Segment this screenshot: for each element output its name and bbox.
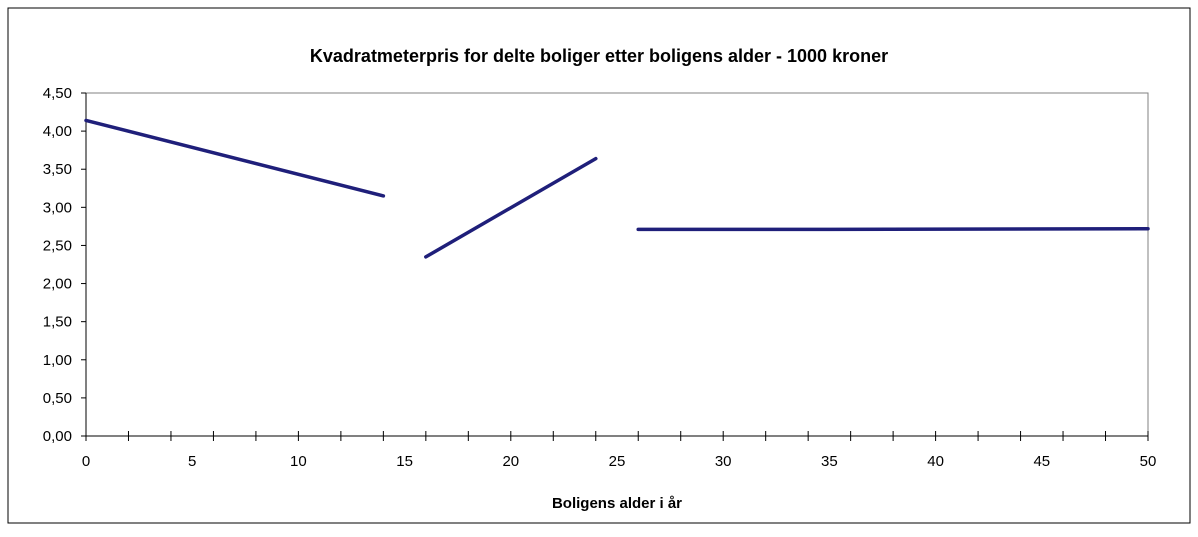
x-tick-label: 25: [609, 453, 626, 470]
y-tick-label: 4,00: [43, 123, 72, 140]
y-tick-label: 2,50: [43, 237, 72, 254]
x-tick-label: 50: [1140, 453, 1157, 470]
y-tick-label: 3,50: [43, 161, 72, 178]
x-tick-label: 35: [821, 453, 838, 470]
chart-frame: [7, 7, 1191, 524]
x-tick-label: 0: [82, 453, 90, 470]
y-tick-label: 1,50: [43, 314, 72, 331]
x-tick-label: 45: [1033, 453, 1050, 470]
x-tick-label: 30: [715, 453, 732, 470]
line-segment: [636, 226, 1150, 232]
y-tick-label: 2,00: [43, 276, 72, 293]
data-series: [84, 118, 1150, 259]
x-tick-label: 15: [396, 453, 413, 470]
x-axis-label: Boligens alder i år: [552, 495, 682, 512]
y-tick-label: 0,50: [43, 390, 72, 407]
x-tick-label: 10: [290, 453, 307, 470]
chart-title: Kvadratmeterpris for delte boliger etter…: [310, 46, 888, 66]
y-tick-label: 3,00: [43, 199, 72, 216]
x-axis: 0 5 10 15 20 25 30 35 40 45 50: [82, 431, 1157, 470]
x-tick-label: 5: [188, 453, 196, 470]
y-tick-label: 4,50: [43, 85, 72, 102]
x-tick-label: 20: [502, 453, 519, 470]
y-tick-label: 1,00: [43, 352, 72, 369]
y-tick-label: 0,00: [43, 428, 72, 445]
line-segment: [84, 118, 386, 198]
line-segment: [424, 156, 598, 259]
y-axis: 0,00 0,50 1,00 1,50 2,00 2,50 3,00 3,50 4,00 4,50: [43, 85, 87, 445]
x-tick-label: 40: [927, 453, 944, 470]
